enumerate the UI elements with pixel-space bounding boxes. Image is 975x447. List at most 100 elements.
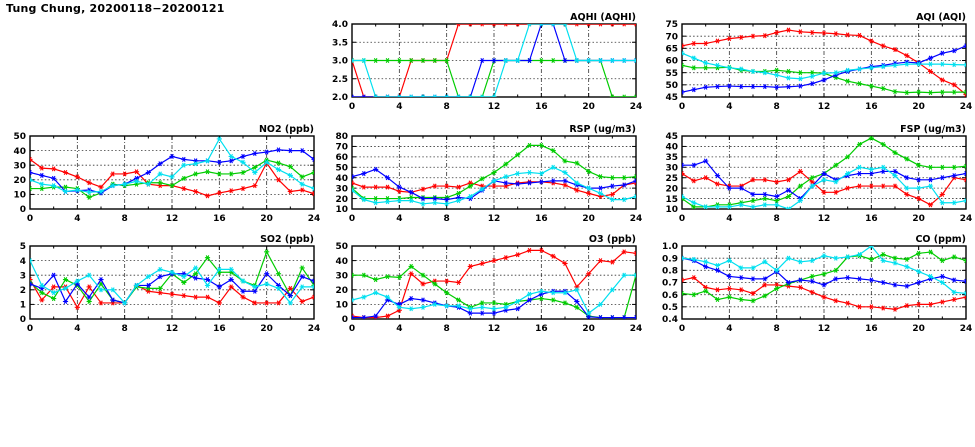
svg-text:45: 45	[665, 93, 678, 103]
svg-text:10: 10	[335, 301, 348, 311]
svg-text:4: 4	[74, 214, 80, 224]
svg-text:4: 4	[726, 214, 732, 224]
svg-text:4.0: 4.0	[332, 20, 348, 30]
svg-text:0: 0	[20, 205, 26, 215]
svg-text:60: 60	[665, 57, 678, 67]
svg-text:20: 20	[582, 324, 595, 334]
svg-text:4: 4	[726, 102, 732, 112]
svg-text:0.5: 0.5	[662, 303, 678, 313]
svg-text:CO (ppm): CO (ppm)	[915, 234, 966, 245]
svg-text:12: 12	[818, 214, 831, 224]
svg-text:3.5: 3.5	[332, 38, 348, 48]
svg-text:50: 50	[13, 132, 26, 142]
svg-text:12: 12	[818, 102, 831, 112]
svg-text:0: 0	[20, 315, 26, 325]
svg-text:70: 70	[335, 143, 348, 153]
svg-text:45: 45	[665, 132, 678, 142]
svg-text:0.6: 0.6	[662, 291, 678, 301]
svg-text:24: 24	[308, 214, 320, 224]
svg-text:8: 8	[444, 102, 450, 112]
svg-text:0.8: 0.8	[662, 267, 678, 277]
svg-text:12: 12	[166, 324, 179, 334]
svg-text:15: 15	[665, 195, 678, 205]
svg-text:0.4: 0.4	[662, 315, 678, 325]
svg-text:20: 20	[335, 286, 348, 296]
svg-text:8: 8	[122, 214, 128, 224]
svg-text:20: 20	[665, 184, 678, 194]
svg-text:NO2 (ppb): NO2 (ppb)	[259, 124, 314, 135]
svg-text:24: 24	[630, 102, 642, 112]
svg-text:30: 30	[335, 184, 348, 194]
svg-text:10: 10	[665, 205, 678, 215]
svg-text:3.0: 3.0	[332, 57, 348, 67]
svg-text:16: 16	[213, 324, 226, 334]
panel-no2: 0 10 20 30 40 50 0 4 8 12 16 20 24 NO2 (ppb)	[0, 122, 320, 227]
svg-text:1: 1	[20, 301, 26, 311]
svg-text:16: 16	[535, 214, 548, 224]
svg-text:30: 30	[335, 271, 348, 281]
svg-text:0: 0	[349, 324, 355, 334]
svg-text:40: 40	[335, 257, 348, 267]
svg-text:2.0: 2.0	[332, 93, 348, 103]
svg-text:20: 20	[260, 214, 273, 224]
svg-text:20: 20	[13, 176, 26, 186]
svg-text:30: 30	[13, 161, 26, 171]
svg-text:4: 4	[396, 102, 402, 112]
svg-text:4: 4	[396, 324, 402, 334]
svg-text:O3 (ppb): O3 (ppb)	[589, 234, 636, 245]
svg-text:2: 2	[20, 286, 26, 296]
panel-co: 0.4 0.5 0.6 0.7 0.8 0.9 1.0 0 4 8 12 16 20 24 CO (ppm)	[652, 232, 972, 337]
svg-text:24: 24	[960, 214, 972, 224]
svg-text:20: 20	[912, 214, 925, 224]
svg-text:10: 10	[13, 191, 26, 201]
svg-text:40: 40	[665, 143, 678, 153]
svg-text:4: 4	[396, 214, 402, 224]
svg-text:50: 50	[335, 242, 348, 252]
svg-text:12: 12	[488, 214, 501, 224]
svg-text:8: 8	[444, 214, 450, 224]
svg-text:40: 40	[13, 147, 26, 157]
svg-text:60: 60	[335, 153, 348, 163]
svg-text:12: 12	[488, 102, 501, 112]
panel-rsp: 10 20 30 40 50 60 70 80 0 4 8 12 16 20 24 RSP (ug/m3)	[322, 122, 642, 227]
svg-text:AQHI (AQHI): AQHI (AQHI)	[570, 12, 636, 23]
svg-text:2.5: 2.5	[332, 75, 348, 85]
svg-text:20: 20	[912, 102, 925, 112]
svg-text:16: 16	[865, 324, 878, 334]
svg-text:8: 8	[444, 324, 450, 334]
svg-text:0: 0	[27, 214, 33, 224]
svg-text:0: 0	[349, 102, 355, 112]
svg-text:RSP (ug/m3): RSP (ug/m3)	[569, 124, 636, 135]
svg-text:16: 16	[865, 214, 878, 224]
svg-text:16: 16	[213, 214, 226, 224]
svg-text:4: 4	[74, 324, 80, 334]
svg-text:25: 25	[665, 174, 678, 184]
svg-text:8: 8	[774, 102, 780, 112]
svg-text:0: 0	[679, 214, 685, 224]
svg-text:5: 5	[20, 242, 26, 252]
panel-so2: 0 1 2 3 4 5 0 4 8 12 16 20 24 SO2 (ppb)	[0, 232, 320, 337]
svg-text:16: 16	[535, 102, 548, 112]
svg-text:20: 20	[260, 324, 273, 334]
svg-text:10: 10	[335, 205, 348, 215]
svg-text:1.0: 1.0	[662, 242, 678, 252]
panel-aqhi: 2.0 2.5 3.0 3.5 4.0 0 4 8 12 16 20 24 AQHI (AQHI)	[322, 10, 642, 115]
svg-text:0: 0	[342, 315, 348, 325]
svg-text:AQI (AQI): AQI (AQI)	[916, 12, 966, 23]
svg-text:80: 80	[335, 132, 348, 142]
svg-text:20: 20	[582, 214, 595, 224]
svg-text:30: 30	[665, 163, 678, 173]
panel-fsp: 10 15 20 25 30 35 40 45 0 4 8 12 16 20 24 FSP (ug/m3)	[652, 122, 972, 227]
svg-text:65: 65	[665, 45, 678, 55]
svg-text:16: 16	[865, 102, 878, 112]
svg-text:4: 4	[726, 324, 732, 334]
svg-text:12: 12	[166, 214, 179, 224]
svg-text:35: 35	[665, 153, 678, 163]
panel-o3: 0 10 20 30 40 50 0 4 8 12 16 20 24 O3 (ppb)	[322, 232, 642, 337]
svg-text:SO2 (ppb): SO2 (ppb)	[260, 234, 314, 245]
svg-text:24: 24	[308, 324, 320, 334]
svg-text:12: 12	[818, 324, 831, 334]
svg-text:20: 20	[335, 195, 348, 205]
svg-text:0.7: 0.7	[662, 279, 678, 289]
svg-text:8: 8	[774, 214, 780, 224]
